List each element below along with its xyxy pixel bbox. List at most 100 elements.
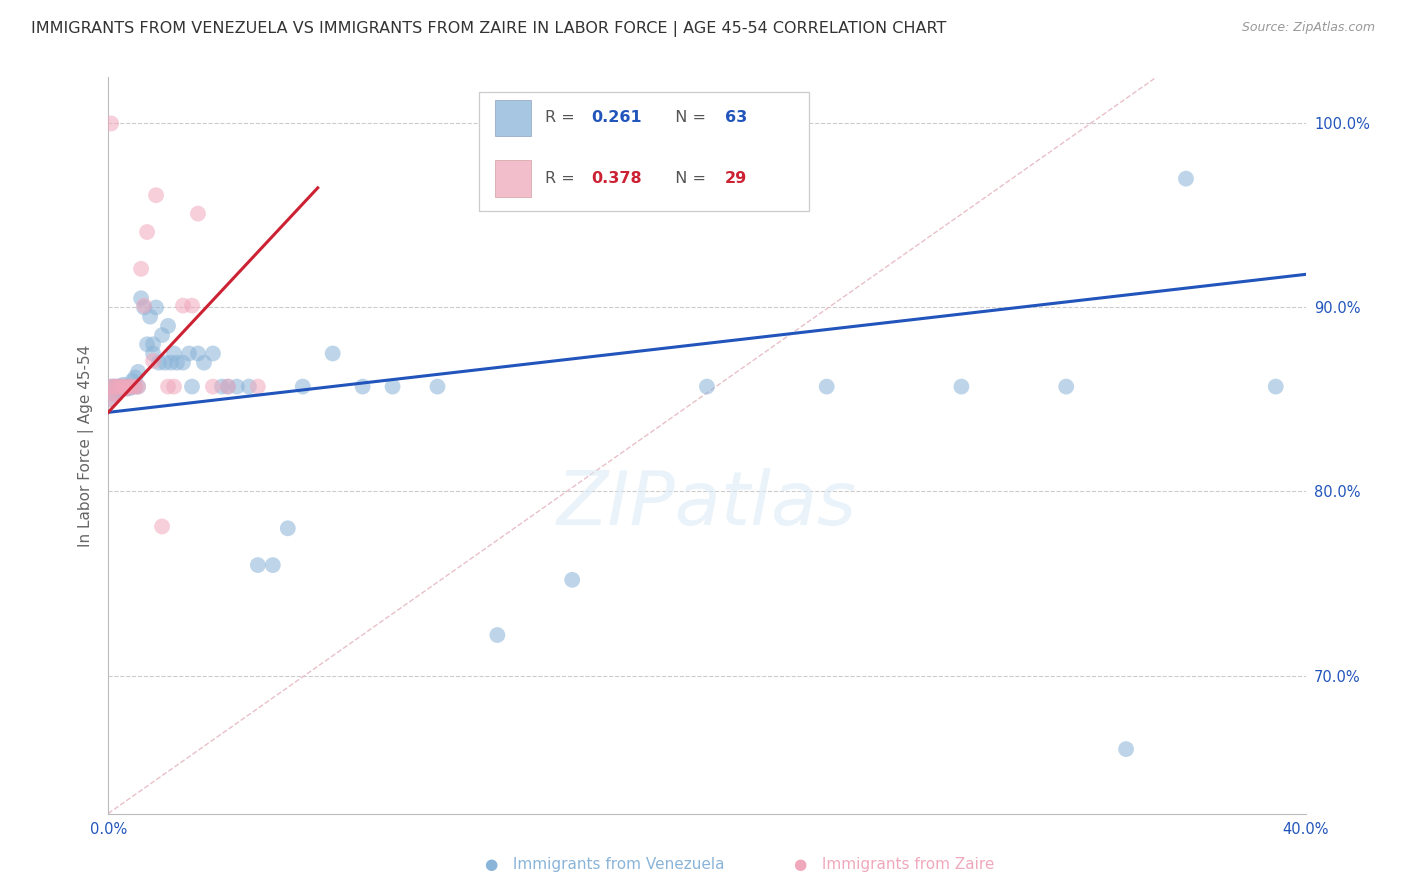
Point	[103, 387, 125, 401]
Point	[201, 379, 224, 393]
Point	[105, 379, 128, 393]
Point	[201, 346, 224, 360]
Point	[118, 379, 141, 393]
Point	[108, 379, 131, 393]
Point	[381, 379, 404, 393]
Point	[121, 379, 143, 393]
Text: 63: 63	[725, 111, 747, 126]
Point	[124, 379, 146, 393]
Point	[163, 346, 186, 360]
Point	[100, 379, 122, 393]
Point	[150, 519, 173, 533]
Point	[127, 365, 149, 379]
Text: 29: 29	[725, 170, 747, 186]
FancyBboxPatch shape	[495, 160, 531, 197]
Point	[118, 381, 141, 395]
Text: R =: R =	[546, 170, 581, 186]
Text: N =: N =	[665, 111, 711, 126]
Point	[129, 261, 152, 276]
Point	[291, 379, 314, 393]
Point	[103, 387, 125, 401]
Point	[132, 301, 155, 315]
Point	[606, 116, 628, 130]
Point	[187, 206, 209, 220]
Point	[486, 628, 509, 642]
Point	[115, 379, 138, 393]
Point	[124, 370, 146, 384]
Point	[100, 379, 122, 393]
Point	[696, 379, 718, 393]
Point	[132, 299, 155, 313]
Text: IMMIGRANTS FROM VENEZUELA VS IMMIGRANTS FROM ZAIRE IN LABOR FORCE | AGE 45-54 CO: IMMIGRANTS FROM VENEZUELA VS IMMIGRANTS …	[31, 21, 946, 37]
Point	[1174, 171, 1197, 186]
Point	[322, 346, 344, 360]
Text: ZIPatlas: ZIPatlas	[557, 468, 858, 541]
Point	[129, 291, 152, 305]
Point	[115, 379, 138, 393]
Point	[108, 381, 131, 395]
Point	[277, 521, 299, 535]
Point	[246, 379, 269, 393]
Point	[121, 374, 143, 388]
Point	[163, 379, 186, 393]
Point	[1264, 379, 1286, 393]
Point	[103, 379, 125, 393]
Point	[181, 379, 204, 393]
Point	[157, 379, 180, 393]
Point	[193, 356, 215, 370]
Text: 0.378: 0.378	[591, 170, 641, 186]
Point	[118, 379, 141, 393]
Point	[124, 379, 146, 393]
Point	[121, 379, 143, 393]
Point	[1115, 742, 1137, 756]
Point	[166, 356, 188, 370]
Point	[238, 379, 260, 393]
Point	[352, 379, 374, 393]
Point	[112, 381, 135, 395]
Point	[100, 392, 122, 407]
Text: R =: R =	[546, 111, 581, 126]
Point	[1054, 379, 1077, 393]
Point	[211, 379, 233, 393]
Point	[160, 356, 183, 370]
Point	[142, 346, 165, 360]
Point	[142, 337, 165, 351]
Point	[145, 301, 167, 315]
Point	[105, 384, 128, 398]
Point	[127, 379, 149, 393]
Point	[136, 225, 159, 239]
Point	[105, 379, 128, 393]
Point	[148, 356, 170, 370]
Text: 0.261: 0.261	[591, 111, 641, 126]
Point	[157, 318, 180, 333]
Point	[815, 379, 838, 393]
Point	[217, 379, 239, 393]
Point	[100, 116, 122, 130]
Point	[153, 356, 176, 370]
Point	[139, 310, 162, 324]
Point	[115, 381, 138, 395]
Point	[246, 558, 269, 573]
Point	[127, 379, 149, 393]
Point	[103, 379, 125, 393]
Point	[172, 299, 194, 313]
Point	[561, 573, 583, 587]
Point	[100, 392, 122, 407]
Point	[112, 379, 135, 393]
Point	[426, 379, 449, 393]
Point	[172, 356, 194, 370]
Point	[181, 299, 204, 313]
Point	[177, 346, 200, 360]
Point	[142, 354, 165, 368]
Text: Source: ZipAtlas.com: Source: ZipAtlas.com	[1241, 21, 1375, 35]
FancyBboxPatch shape	[495, 100, 531, 136]
Text: ●   Immigrants from Venezuela: ● Immigrants from Venezuela	[485, 857, 724, 872]
Point	[112, 377, 135, 392]
Text: N =: N =	[665, 170, 711, 186]
Point	[950, 379, 973, 393]
Point	[112, 381, 135, 395]
Point	[112, 379, 135, 393]
Point	[262, 558, 284, 573]
Point	[225, 379, 247, 393]
Point	[150, 328, 173, 343]
